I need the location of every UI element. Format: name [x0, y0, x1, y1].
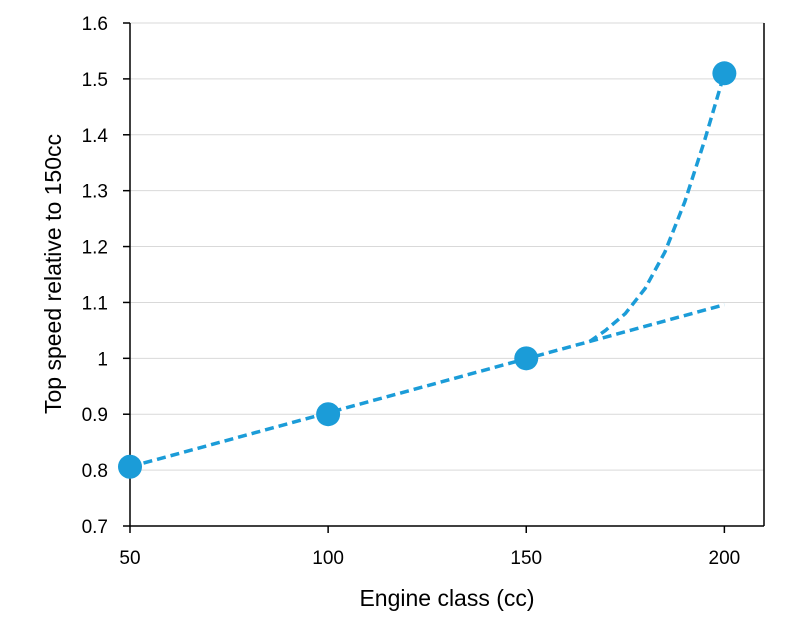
- x-tick-label: 150: [510, 548, 542, 569]
- data-point: [118, 454, 142, 479]
- x-tick-label: 50: [119, 548, 140, 569]
- y-axis-title: Top speed relative to 150cc: [40, 134, 66, 414]
- data-point: [316, 402, 341, 427]
- y-tick-label: 1.1: [82, 293, 108, 314]
- y-tick-label: 1.2: [82, 238, 108, 259]
- gridlines: [130, 22, 764, 471]
- x-axis-title: Engine class (cc): [359, 585, 534, 611]
- data-point: [514, 346, 539, 371]
- y-tick-label: 1.3: [82, 182, 108, 203]
- y-tick-label: 1: [97, 349, 108, 370]
- y-tick-label: 0.7: [82, 517, 108, 538]
- trend-curve: [588, 72, 727, 344]
- y-tick-label: 0.8: [82, 461, 108, 482]
- x-tick-label: 100: [312, 548, 344, 569]
- y-tick-label: 1.4: [82, 126, 109, 147]
- x-tick-label: 200: [709, 548, 741, 569]
- axes: [123, 22, 765, 533]
- y-tick-label: 1.6: [82, 14, 108, 35]
- tick-labels: 0.7 0.8 0.9 1 1.1 1.2 1.3 1.4 1.5 1.6 50 100 150 200: [82, 14, 741, 569]
- y-tick-label: 0.9: [82, 405, 108, 426]
- data-point: [712, 61, 737, 86]
- y-tick-label: 1.5: [82, 70, 108, 91]
- series: [118, 61, 737, 479]
- trend-line: [129, 303, 725, 469]
